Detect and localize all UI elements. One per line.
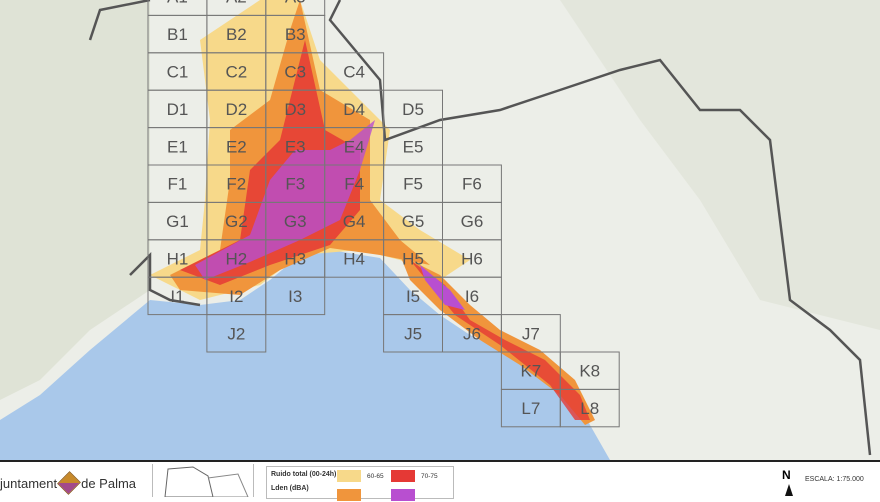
grid-cell-label: C2 bbox=[225, 63, 247, 82]
grid-cell-label: D1 bbox=[167, 100, 189, 119]
sea bbox=[0, 250, 610, 460]
grid-cell-label: D5 bbox=[402, 100, 424, 119]
grid-cell-label: K8 bbox=[579, 362, 600, 381]
grid-cell-label: D3 bbox=[284, 100, 306, 119]
grid-cell-label: H1 bbox=[167, 250, 189, 269]
grid-cell-label: A2 bbox=[226, 0, 247, 7]
grid-cell-label: G3 bbox=[284, 212, 307, 231]
ajuntament-logo: juntament de Palma bbox=[0, 471, 137, 495]
grid-cell-label: F6 bbox=[462, 175, 482, 194]
noise-legend: Ruido total (00-24h) Lden (dBA) 60-65 70… bbox=[266, 466, 454, 501]
grid-cell-label: B2 bbox=[226, 25, 247, 44]
grid-cell-label: I1 bbox=[170, 287, 184, 306]
legend-swatch-75plus bbox=[391, 489, 415, 501]
legend-label-70-75: 70-75 bbox=[421, 473, 438, 480]
map-footer: juntament de Palma Ruido total (00-24h) … bbox=[0, 460, 880, 501]
grid-cell-label: F4 bbox=[344, 175, 364, 194]
grid-cell-label: G6 bbox=[461, 212, 484, 231]
grid-cell-label: I6 bbox=[465, 287, 479, 306]
map-scale: ESCALA: 1:75.000 bbox=[805, 476, 864, 483]
grid-cell-label: G2 bbox=[225, 212, 248, 231]
grid-cell-label: H3 bbox=[284, 250, 306, 269]
grid-cell-label: I5 bbox=[406, 287, 420, 306]
north-label: N bbox=[782, 468, 791, 482]
grid-cell-label: F3 bbox=[285, 175, 305, 194]
hills-west bbox=[0, 0, 150, 400]
grid-cell-label: H2 bbox=[225, 250, 247, 269]
grid-cell-label: I3 bbox=[288, 287, 302, 306]
north-arrow-icon bbox=[785, 484, 793, 496]
grid-cell-label: A3 bbox=[285, 0, 306, 7]
grid-cell-label: G4 bbox=[343, 212, 366, 231]
grid-cell-label: G1 bbox=[166, 212, 189, 231]
grid-cell-label: J5 bbox=[404, 324, 422, 343]
grid-cell-label: E3 bbox=[285, 137, 306, 156]
grid-cell-label: E1 bbox=[167, 137, 188, 156]
legend-label-60-65: 60-65 bbox=[367, 473, 384, 480]
grid-cell-label: A1 bbox=[167, 0, 188, 7]
grid-cell-label: L8 bbox=[580, 399, 599, 418]
coat-of-arms-icon bbox=[57, 471, 81, 495]
grid-cell-label: E5 bbox=[403, 137, 424, 156]
legend-subtitle: Lden (dBA) bbox=[271, 485, 309, 492]
overview-minimap bbox=[152, 464, 254, 498]
grid-cell-label: K7 bbox=[520, 362, 541, 381]
legend-swatch-65-70 bbox=[337, 489, 361, 501]
grid-cell-label: B3 bbox=[285, 25, 306, 44]
legend-swatch-70-75 bbox=[391, 470, 415, 482]
grid-cell-label: C3 bbox=[284, 63, 306, 82]
map-grid: A1 A2 A3 B1 B2 B3 C1 C2 C3 C4 D1 D2 D3 D4 D5 E1 E2 E3 E4 E5… bbox=[147, 0, 620, 428]
noise-map[interactable]: A1 A2 A3 B1 B2 B3 C1 C2 C3 C4 D1 D2 D3 D4 D5 E1 E2 E3 E4 E5… bbox=[0, 0, 880, 460]
logo-text-right: de Palma bbox=[81, 475, 137, 491]
grid-cell-label: D4 bbox=[343, 100, 365, 119]
grid-cell-label: J6 bbox=[463, 324, 481, 343]
grid-cell-label: F2 bbox=[226, 175, 246, 194]
logo-text-left: juntament bbox=[0, 475, 58, 491]
grid-cell-label: G5 bbox=[402, 212, 425, 231]
grid-cell-label: H4 bbox=[343, 250, 365, 269]
grid-cell-label: F5 bbox=[403, 175, 423, 194]
legend-swatch-60-65 bbox=[337, 470, 361, 482]
noise-zones bbox=[150, 0, 595, 425]
grid-cell-label: I2 bbox=[229, 287, 243, 306]
legend-title: Ruido total (00-24h) bbox=[271, 471, 337, 478]
grid-cell-label: C4 bbox=[343, 63, 365, 82]
grid-cell-label: D2 bbox=[225, 100, 247, 119]
grid-cell[interactable] bbox=[559, 388, 620, 428]
hills-east bbox=[560, 0, 880, 330]
grid-cell-label: E2 bbox=[226, 137, 247, 156]
grid-cell-label: H6 bbox=[461, 250, 483, 269]
grid-cell-label: J2 bbox=[227, 324, 245, 343]
grid-cell-label: E4 bbox=[344, 137, 365, 156]
grid-cell[interactable] bbox=[206, 314, 267, 353]
grid-cell-label: J7 bbox=[522, 324, 540, 343]
grid-cell-label: C1 bbox=[167, 63, 189, 82]
grid-cell-label: F1 bbox=[168, 175, 188, 194]
grid-cell-label: H5 bbox=[402, 250, 424, 269]
grid-cell-label: B1 bbox=[167, 25, 188, 44]
grid-cell[interactable] bbox=[265, 276, 326, 316]
grid-cell-label: L7 bbox=[521, 399, 540, 418]
